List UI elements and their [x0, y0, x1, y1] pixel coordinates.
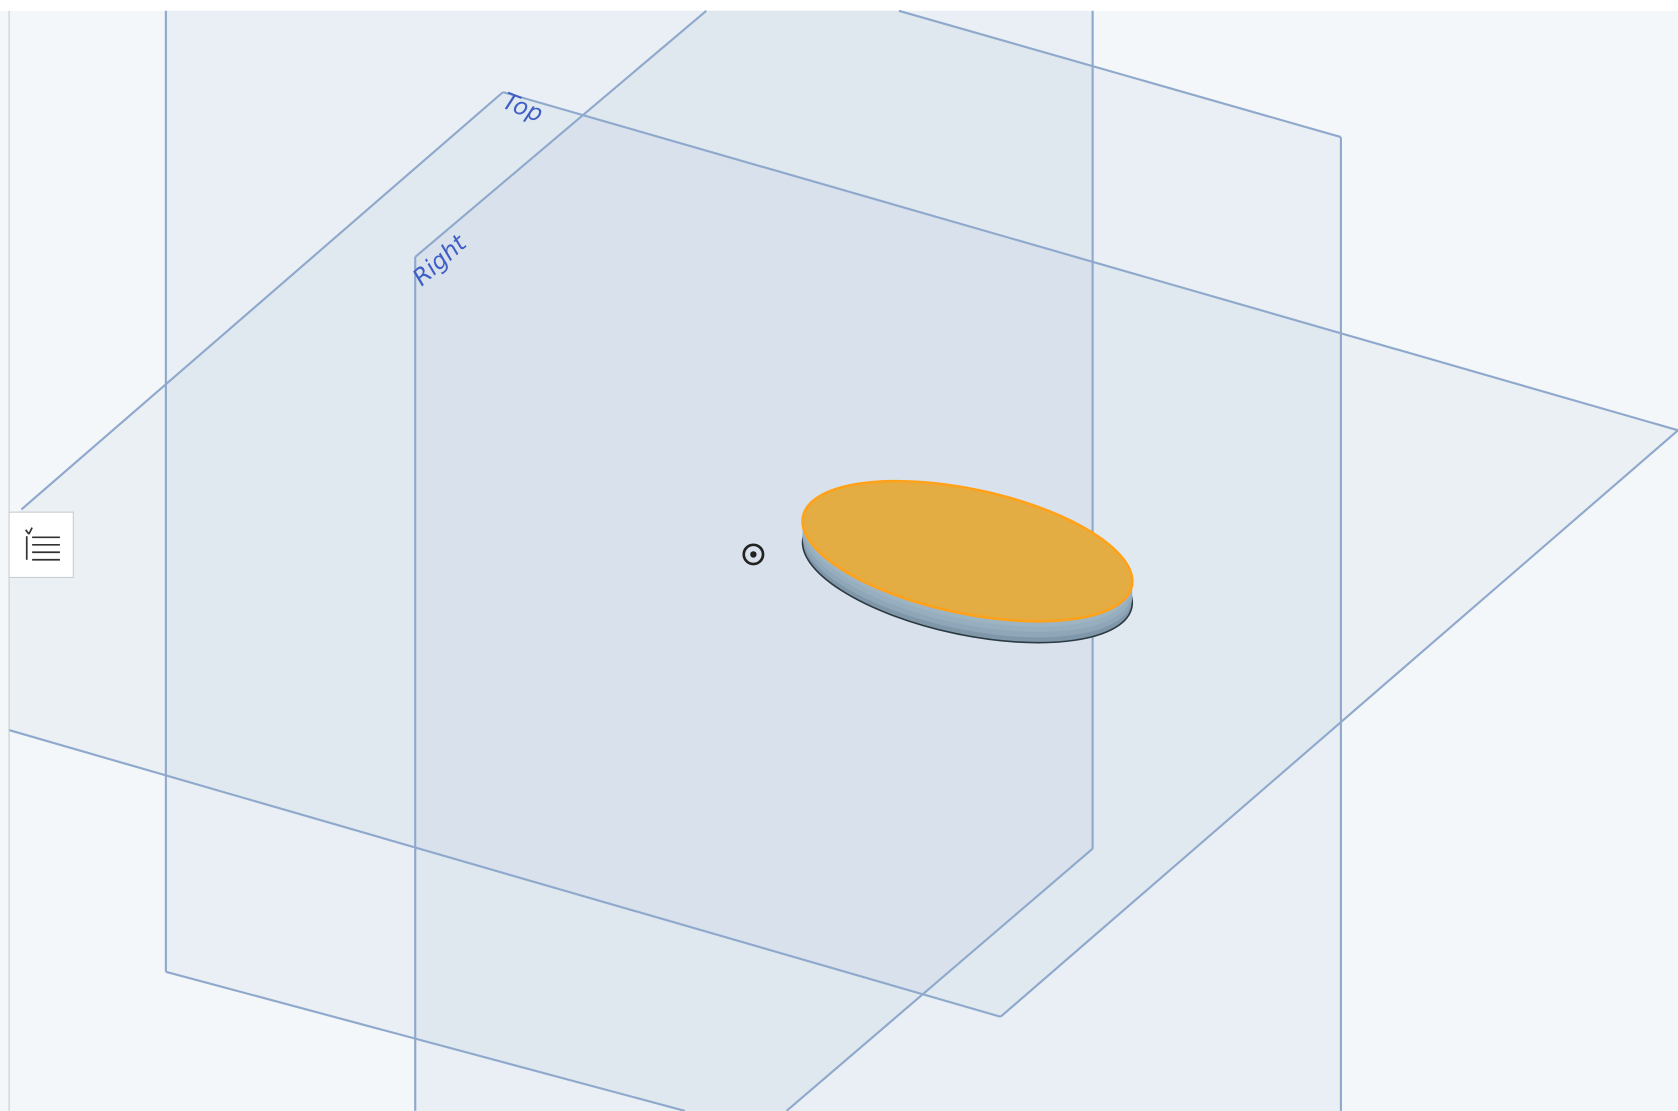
front-plane[interactable]	[165, 10, 1093, 1111]
plane-edges	[8, 9, 1678, 1111]
disc[interactable]	[790, 456, 1144, 669]
origin-marker	[742, 543, 765, 566]
top-bar	[0, 0, 1678, 11]
feature-list-toggle[interactable]	[8, 511, 74, 578]
